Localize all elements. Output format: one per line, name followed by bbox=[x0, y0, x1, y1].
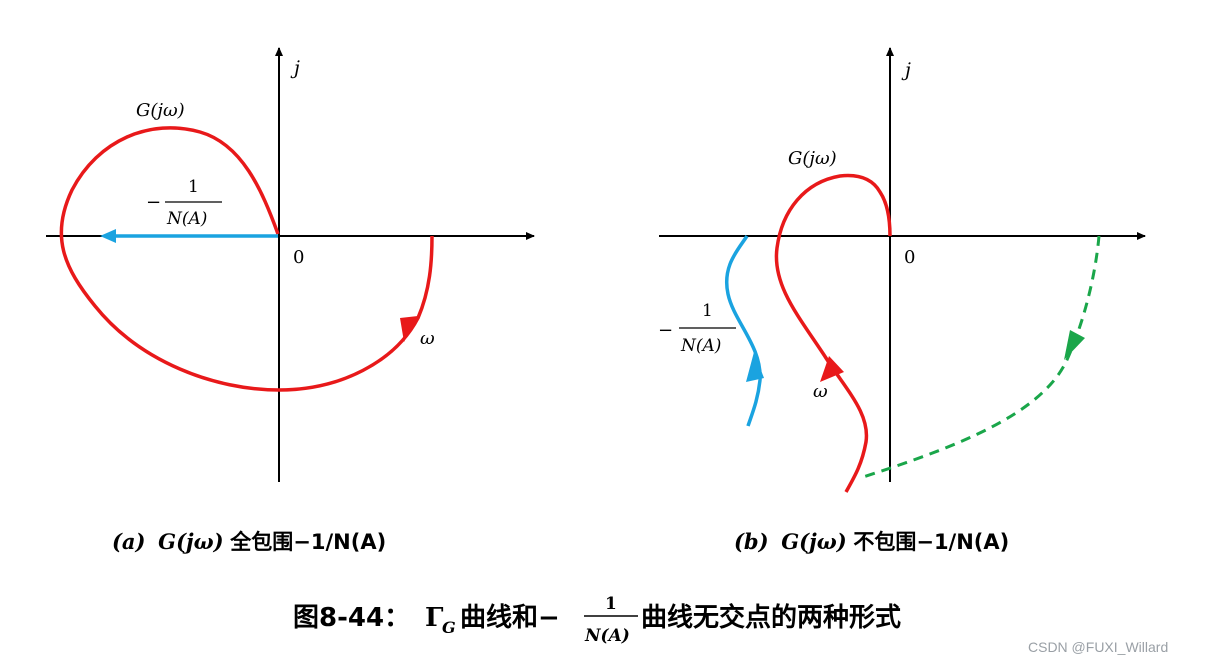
panel-b-n-curve bbox=[725, 235, 762, 427]
panel-a-frac-num: 1 bbox=[188, 177, 199, 197]
panel-a-caption: (a) G(jω) 全包围−1/N(A) bbox=[112, 529, 386, 554]
panel-a-g-label: G(jω) bbox=[136, 100, 185, 121]
panel-a-origin-label: 0 bbox=[293, 247, 304, 268]
panel-b-dashed-curve bbox=[859, 235, 1101, 480]
title-gamma: Γ bbox=[425, 603, 444, 633]
title-frac-den: N(A) bbox=[584, 626, 630, 646]
title-suffix: 曲线无交点的两种形式 bbox=[641, 602, 901, 633]
title-mid: 曲线和− bbox=[460, 603, 560, 633]
panel-a-omega-label: ω bbox=[420, 328, 435, 349]
panel-a: j 0 G(jω) − 1 N(A) ω (a) G(jω) 全包围−1/N(A… bbox=[46, 47, 535, 554]
panel-a-caption-text: 全包围−1/N(A) bbox=[229, 530, 386, 554]
panel-a-j-label: j bbox=[290, 57, 300, 79]
panel-a-omega-arrow bbox=[400, 316, 418, 342]
panel-b-n-arrow bbox=[746, 352, 764, 382]
panel-b-caption-g: G(jω) bbox=[781, 529, 846, 554]
panel-a-neg-sign: − bbox=[146, 192, 161, 213]
title-frac-num: 1 bbox=[605, 594, 617, 614]
panel-b-g-label: G(jω) bbox=[788, 148, 837, 169]
panel-b-omega-arrow bbox=[820, 356, 844, 382]
panel-b-caption-tag: (b) bbox=[734, 529, 769, 554]
panel-b-frac-num: 1 bbox=[702, 301, 713, 321]
panel-b-neg-sign: − bbox=[658, 320, 673, 341]
title-prefix: 图8-44： bbox=[293, 603, 410, 633]
panel-b-origin-label: 0 bbox=[904, 247, 915, 268]
panel-a-n-arrow bbox=[100, 229, 116, 243]
panel-a-g-curve bbox=[59, 126, 434, 392]
panel-b-frac-den: N(A) bbox=[680, 336, 721, 356]
panel-b: j 0 G(jω) − 1 N(A) ω (b) G(jω) 不包围−1/N(A… bbox=[658, 47, 1146, 554]
panel-b-caption-text: 不包围−1/N(A) bbox=[853, 530, 1009, 554]
panel-a-frac-den: N(A) bbox=[166, 209, 207, 229]
panel-a-caption-tag: (a) bbox=[112, 529, 145, 554]
panel-b-j-label: j bbox=[901, 59, 911, 81]
panel-b-caption: (b) G(jω) 不包围−1/N(A) bbox=[734, 529, 1009, 554]
panel-b-omega-label: ω bbox=[813, 381, 828, 402]
panel-a-caption-g: G(jω) bbox=[158, 529, 223, 554]
watermark: CSDN @FUXI_Willard bbox=[1028, 639, 1168, 655]
figure-title: 图8-44： Γ G 曲线和− 1 N(A) 曲线无交点的两种形式 bbox=[293, 594, 901, 646]
panel-b-dashed-arrow bbox=[1064, 330, 1085, 360]
title-gamma-sub: G bbox=[442, 618, 456, 637]
panel-b-g-curve bbox=[774, 173, 892, 493]
